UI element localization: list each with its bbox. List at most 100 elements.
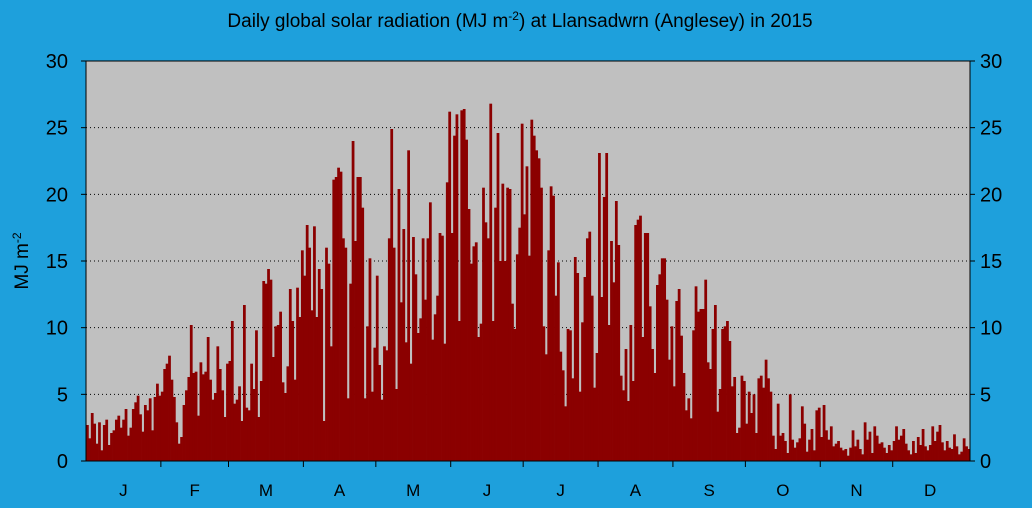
bar-day <box>199 362 203 461</box>
bar-day <box>554 295 558 461</box>
bar-day <box>887 445 891 461</box>
bar-day <box>134 402 138 461</box>
bar-day <box>624 349 628 461</box>
bar-day <box>320 289 324 461</box>
bar-day <box>453 135 456 462</box>
bar-day <box>153 397 157 461</box>
bar-day <box>95 443 99 461</box>
bar-day <box>472 246 476 461</box>
bar-day <box>726 321 729 461</box>
bar-day <box>945 441 949 461</box>
bar-day <box>841 450 845 461</box>
bar-day <box>617 245 621 461</box>
bar-day <box>614 201 618 461</box>
bar-day <box>462 109 466 461</box>
bar-day <box>373 347 377 461</box>
bar-day <box>230 321 234 461</box>
bar-day <box>129 427 133 461</box>
bar-day <box>110 433 113 461</box>
bar-day <box>598 153 601 461</box>
bar-day <box>255 330 258 461</box>
bar-day <box>544 354 548 461</box>
bar-day <box>163 369 167 461</box>
bar-day <box>426 238 430 461</box>
bar-day <box>706 362 710 461</box>
bar-day <box>643 233 647 461</box>
bar-day <box>530 119 534 462</box>
bar-day <box>151 430 154 461</box>
bar-day <box>300 250 304 461</box>
bar-day <box>641 337 645 461</box>
bar-day <box>904 443 908 461</box>
bar-day <box>334 177 338 461</box>
bar-day <box>820 437 824 461</box>
bar-day <box>214 393 217 461</box>
bar-day <box>815 410 819 461</box>
bar-day <box>182 405 186 461</box>
bar-day <box>605 153 609 461</box>
y-tick-label-right: 0 <box>980 451 991 473</box>
bar-day <box>559 351 563 461</box>
bar-day <box>525 166 529 461</box>
bar-day <box>890 450 894 461</box>
bar-day <box>206 337 210 461</box>
bar-day <box>921 429 925 461</box>
bar-day <box>279 311 282 461</box>
bar-day <box>322 421 326 461</box>
bar-day <box>252 389 256 461</box>
bar-day <box>827 439 831 461</box>
bar-day <box>627 401 630 461</box>
bar-day <box>127 435 130 461</box>
bar-day <box>180 437 183 461</box>
bar-day <box>718 389 722 461</box>
month-label: J <box>119 481 128 500</box>
bar-day <box>457 321 461 461</box>
bar-day <box>600 297 604 461</box>
chart-title: Daily global solar radiation (MJ m-2) at… <box>227 9 812 32</box>
bar-day <box>511 303 514 461</box>
bar-day <box>366 326 369 461</box>
bar-day <box>861 454 865 461</box>
bar-day <box>784 441 787 461</box>
bar-day <box>414 274 418 461</box>
bar-day <box>813 450 816 461</box>
bar-day <box>651 349 654 461</box>
bar-day <box>501 183 505 462</box>
bar-day <box>515 254 519 461</box>
bar-day <box>518 227 522 461</box>
bar-day <box>851 430 855 461</box>
bar-day <box>165 363 169 461</box>
bar-day <box>390 129 394 461</box>
bar-day <box>269 279 273 461</box>
bar-day <box>694 286 698 461</box>
bar-day <box>136 395 140 461</box>
bar-day <box>86 425 89 461</box>
bar-day <box>156 383 159 461</box>
bar-day <box>776 403 780 461</box>
bar-day <box>170 379 174 461</box>
bar-day <box>262 281 266 461</box>
y-tick-labels-left: 0 5 10 15 20 25 30 <box>46 51 68 473</box>
bar-day <box>675 301 679 461</box>
bar-day <box>863 422 867 461</box>
bar-day <box>482 187 485 462</box>
bar-day <box>965 446 968 461</box>
bar-day <box>358 177 362 461</box>
bar-day <box>528 255 531 461</box>
bar-day <box>455 114 459 461</box>
bar-day <box>201 374 205 461</box>
bar-day <box>646 233 650 461</box>
bar-day <box>810 429 814 461</box>
y-tick-label-left: 30 <box>46 51 68 73</box>
y-tick-label-right: 5 <box>980 384 991 406</box>
y-tick-label-left: 0 <box>57 451 68 473</box>
gridlines <box>86 127 970 395</box>
bar-day <box>90 413 94 461</box>
bar-day <box>549 186 553 461</box>
bar-day <box>139 414 142 461</box>
y-tick-label-left: 10 <box>46 318 68 340</box>
bar-day <box>730 386 734 461</box>
bar-day <box>131 409 135 461</box>
bar-day <box>902 429 906 461</box>
bar-day <box>329 346 333 461</box>
